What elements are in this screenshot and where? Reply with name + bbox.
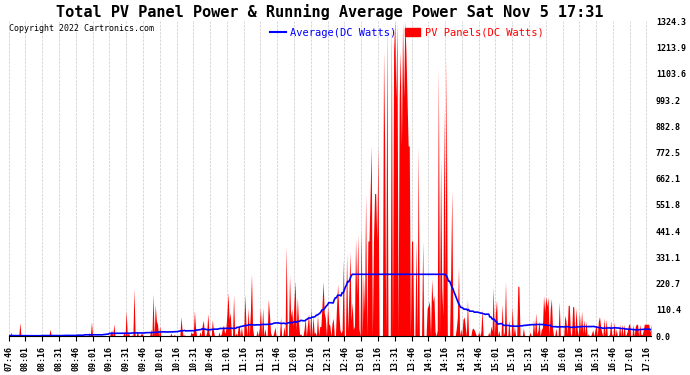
Text: Copyright 2022 Cartronics.com: Copyright 2022 Cartronics.com <box>9 24 155 33</box>
Title: Total PV Panel Power & Running Average Power Sat Nov 5 17:31: Total PV Panel Power & Running Average P… <box>56 4 604 20</box>
Legend: Average(DC Watts), PV Panels(DC Watts): Average(DC Watts), PV Panels(DC Watts) <box>266 23 548 42</box>
